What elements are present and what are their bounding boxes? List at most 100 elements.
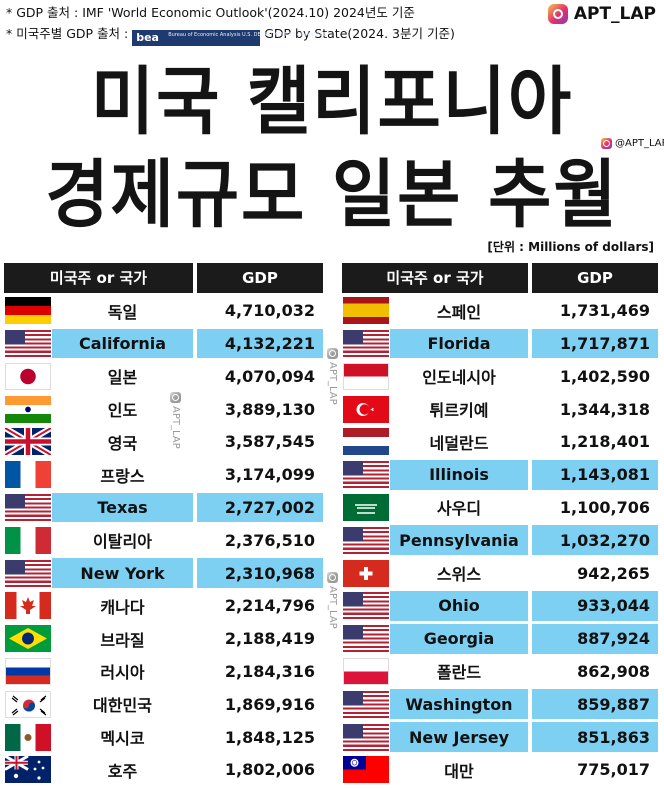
region-name: Georgia — [390, 623, 528, 654]
table-row: Illinois 1,143,081 — [342, 459, 658, 490]
region-name: 러시아 — [100, 663, 145, 683]
flag-cell — [342, 460, 390, 490]
indonesia-flag-icon — [343, 362, 389, 390]
gdp-table-left: 미국주 or 국가 GDP 독일 4,710,032 California 4,132… — [4, 260, 323, 788]
gdp-value: 933,044 — [532, 590, 658, 621]
table-row: 인도네시아 1,402,590 — [342, 361, 658, 391]
state-source-suffix: GDP by State(2024. 3분기 기준) — [264, 26, 455, 41]
table-row: 캐나다 2,214,796 — [4, 591, 323, 621]
usa-flag-icon — [343, 526, 389, 554]
flag-cell — [4, 427, 52, 457]
flag-cell — [4, 460, 52, 490]
region-name: Texas — [52, 492, 193, 523]
region-name: 네덜란드 — [429, 433, 489, 453]
table-row: 스페인 1,731,469 — [342, 296, 658, 326]
watermark-text: APT_LAP — [170, 406, 181, 449]
table-header-row: 미국주 or 국가 GDP — [342, 263, 658, 293]
australia-flag-icon — [5, 756, 51, 784]
region-name: California — [52, 328, 193, 359]
usa-flag-icon — [5, 329, 51, 357]
flag-cell — [342, 296, 390, 326]
column-header-gdp: GDP — [532, 263, 658, 293]
table-row: Florida 1,717,871 — [342, 328, 658, 359]
flag-cell — [4, 558, 52, 588]
gdp-value: 1,869,916 — [224, 694, 315, 714]
spain-flag-icon — [343, 297, 389, 325]
flag-cell — [4, 755, 52, 785]
region-name: 이탈리아 — [93, 532, 152, 552]
usa-flag-icon — [5, 493, 51, 521]
table-row: 네덜란드 1,218,401 — [342, 427, 658, 457]
table-row: 영국 3,587,545 — [4, 427, 323, 457]
gdp-value: 1,218,401 — [559, 432, 650, 452]
saudi-flag-icon — [343, 493, 389, 521]
table-row: 이탈리아 2,376,510 — [4, 525, 323, 555]
switzerland-flag-icon — [343, 559, 389, 587]
region-name: Illinois — [390, 459, 528, 490]
region-name: New Jersey — [390, 722, 528, 752]
usa-flag-icon — [343, 723, 389, 751]
gdp-value: 2,184,316 — [224, 661, 315, 681]
gdp-value: 1,802,006 — [224, 760, 315, 780]
gdp-value: 887,924 — [532, 623, 658, 654]
table-row: 독일 4,710,032 — [4, 296, 323, 326]
india-flag-icon — [5, 395, 51, 423]
state-source-prefix: * 미국주별 GDP 출처 : — [6, 26, 129, 41]
title-line-1: 미국 캘리포니아 — [90, 59, 574, 145]
watermark-icon — [327, 348, 338, 359]
gdp-value: 862,908 — [577, 661, 650, 681]
usa-flag-icon — [343, 461, 389, 489]
region-name: 일본 — [107, 368, 138, 388]
region-name: 영국 — [107, 433, 138, 453]
title-line-2: 경제규모 일본 추월 — [45, 152, 619, 238]
gdp-value: 2,214,796 — [224, 596, 315, 616]
table-row: 브라질 2,188,419 — [4, 624, 323, 654]
flag-cell — [4, 624, 52, 654]
flag-cell — [4, 296, 52, 326]
gdp-value: 2,188,419 — [224, 629, 315, 649]
table-row: 프랑스 3,174,099 — [4, 460, 323, 490]
table-row: 대만 775,017 — [342, 755, 658, 785]
region-name: Pennsylvania — [390, 525, 528, 556]
brand-handle-text: APT_LAP — [573, 4, 656, 24]
instagram-small-icon — [601, 138, 612, 149]
table-row: 튀르키예 1,344,318 — [342, 394, 658, 424]
turkey-flag-icon — [343, 395, 389, 423]
usa-flag-icon — [343, 690, 389, 718]
flag-cell — [4, 591, 52, 621]
state-gdp-source-note: * 미국주별 GDP 출처 : bea Bureau of Economic An… — [6, 23, 455, 46]
table-row: 사우디 1,100,706 — [342, 493, 658, 523]
korea-flag-icon — [5, 690, 51, 718]
gdp-value: 2,376,510 — [224, 530, 315, 550]
gdp-value: 851,863 — [532, 722, 658, 752]
region-name: 멕시코 — [100, 729, 145, 749]
flag-cell — [342, 394, 390, 424]
region-name: 독일 — [107, 302, 138, 322]
table-row: Pennsylvania 1,032,270 — [342, 525, 658, 556]
watermark: APT_LAP — [170, 392, 181, 449]
brand-handle[interactable]: APT_LAP — [547, 4, 656, 24]
poland-flag-icon — [343, 657, 389, 685]
region-name: Washington — [390, 689, 528, 720]
gdp-value: 2,727,002 — [197, 492, 323, 523]
flag-cell — [342, 657, 390, 687]
japan-flag-icon — [5, 362, 51, 390]
table-row: Georgia 887,924 — [342, 623, 658, 654]
table-row: 러시아 2,184,316 — [4, 657, 323, 687]
table-row: 멕시코 1,848,125 — [4, 722, 323, 752]
table-row: 일본 4,070,094 — [4, 361, 323, 391]
flag-cell — [4, 361, 52, 391]
region-name: 브라질 — [100, 630, 145, 650]
usa-flag-icon — [343, 592, 389, 620]
france-flag-icon — [5, 461, 51, 489]
watermark-text: APT_LAP — [327, 586, 338, 629]
flag-cell — [342, 591, 390, 621]
gdp-value: 859,887 — [532, 689, 658, 720]
table-row: Washington 859,887 — [342, 689, 658, 720]
flag-cell — [342, 361, 390, 391]
region-name: Florida — [390, 328, 528, 359]
table-row: Ohio 933,044 — [342, 590, 658, 621]
gdp-value: 3,587,545 — [224, 432, 315, 452]
flag-cell — [4, 394, 52, 424]
gdp-table-right: 미국주 or 국가 GDP 스페인 1,731,469 Florida 1,717,8… — [342, 260, 658, 788]
